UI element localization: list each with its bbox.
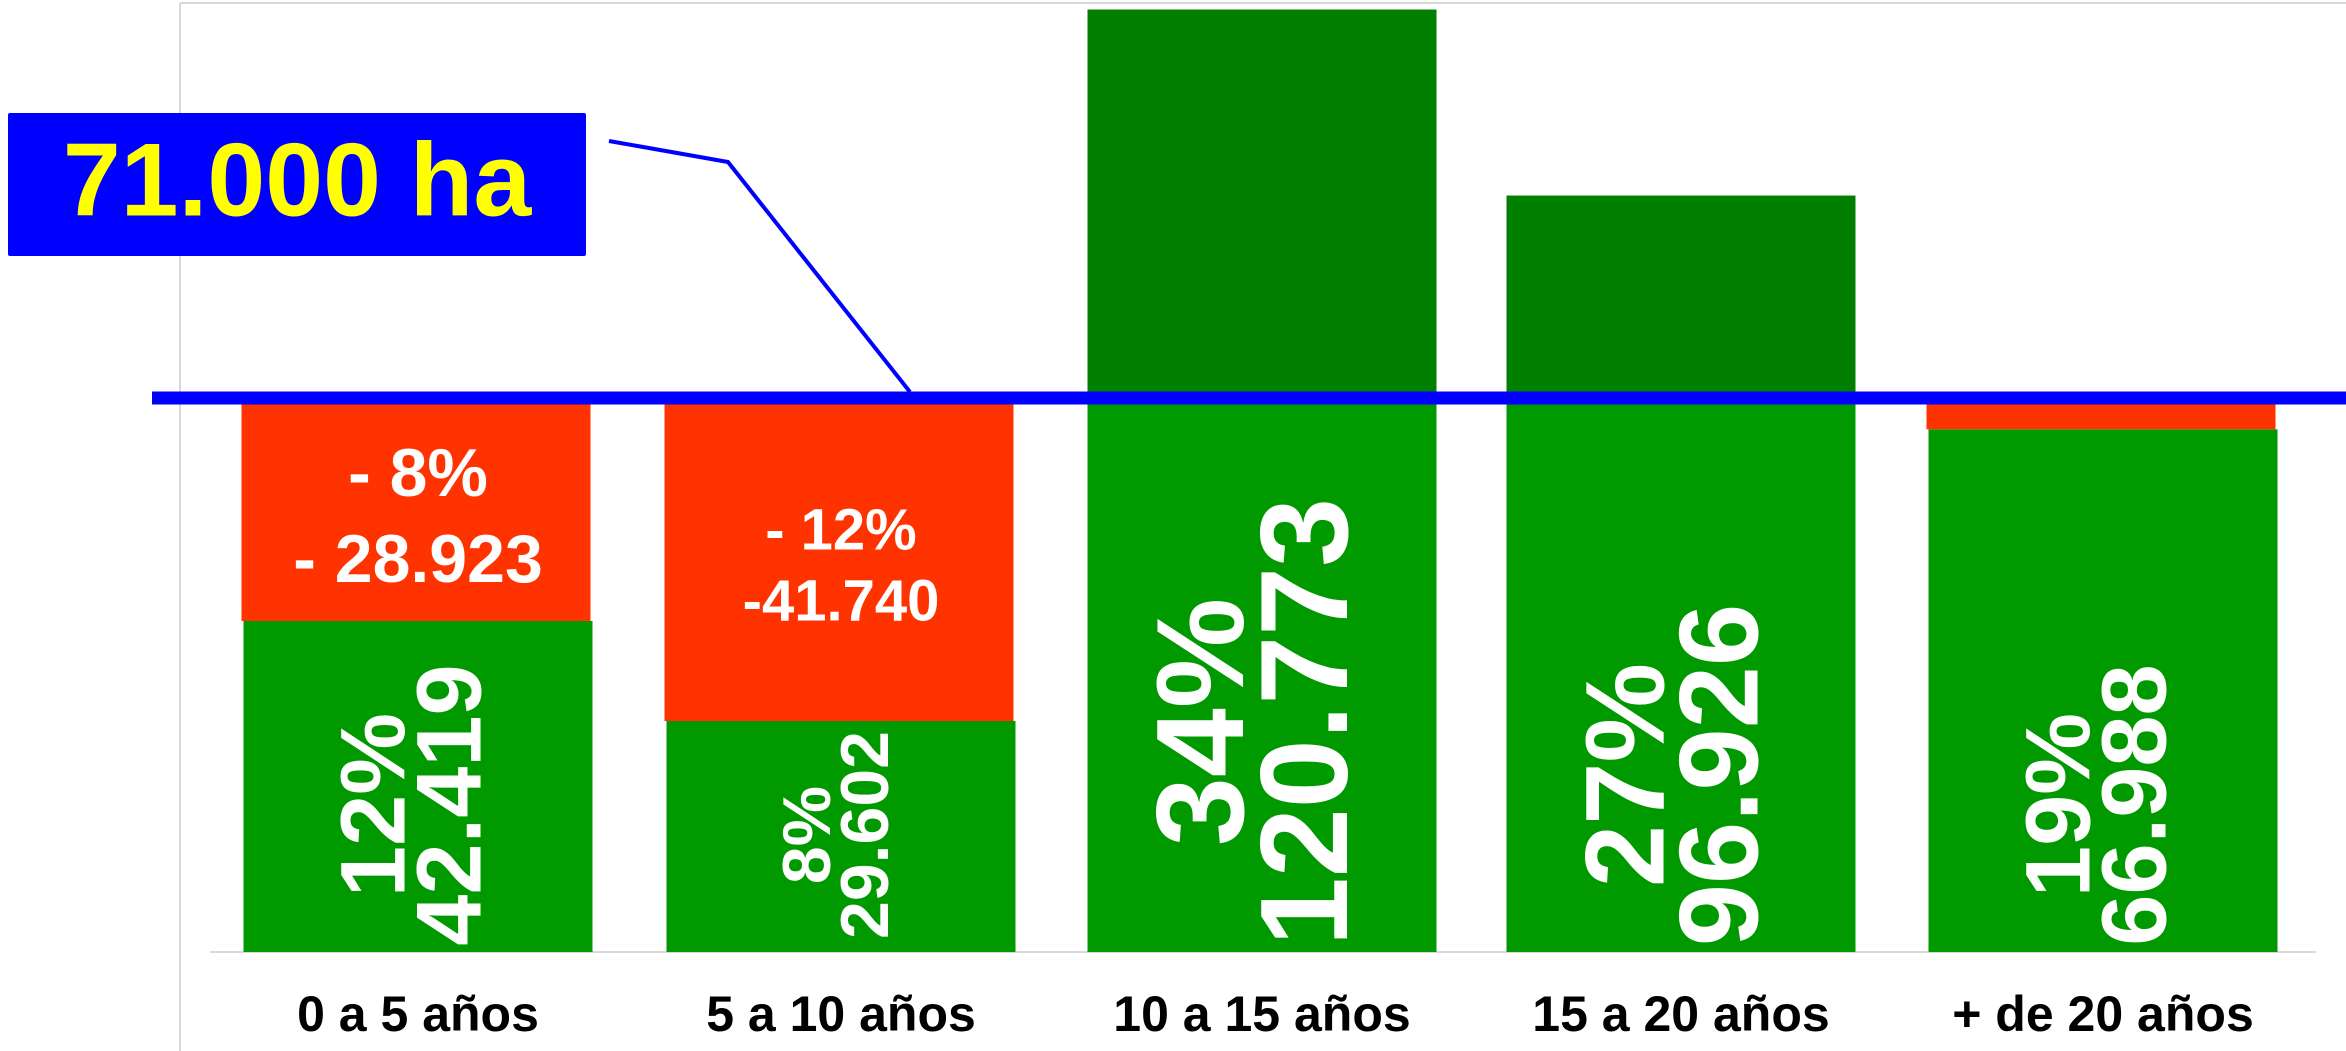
deficit-percent-label: - 12% <box>765 497 917 562</box>
x-tick-label: 10 a 15 años <box>1113 986 1410 1042</box>
deficit-percent-label: - 8% <box>348 435 488 511</box>
x-tick-label: 5 a 10 años <box>706 986 976 1042</box>
bar <box>1928 429 2278 953</box>
callout-box <box>8 113 586 256</box>
percent-label: 27% <box>1563 663 1688 887</box>
percent-label: 19% <box>2007 713 2109 897</box>
reference-label: 71.000 ha <box>63 122 533 238</box>
x-tick-label: + de 20 años <box>1952 986 2254 1042</box>
deficit-label: - 28.923 <box>293 521 543 597</box>
x-tick-label: 15 a 20 años <box>1532 986 1829 1042</box>
value-label: 120.773 <box>1236 498 1374 946</box>
percent-label: 8% <box>769 786 845 884</box>
value-label: 96.926 <box>1657 604 1782 947</box>
x-tick-label: 0 a 5 años <box>297 986 539 1042</box>
percent-label: 12% <box>322 713 424 897</box>
percent-label: 34% <box>1132 598 1270 846</box>
deficit-segment <box>241 397 591 621</box>
value-label: 29.602 <box>827 731 903 939</box>
deficit-segment <box>664 397 1014 722</box>
callout-leader <box>608 139 912 394</box>
bar <box>666 721 1016 952</box>
excess-segment <box>1087 9 1437 398</box>
excess-segment <box>1506 195 1856 398</box>
value-label: 66.988 <box>2083 664 2185 945</box>
deficit-label: -41.740 <box>743 568 940 633</box>
value-label: 42.419 <box>398 664 500 945</box>
bar <box>243 620 593 952</box>
